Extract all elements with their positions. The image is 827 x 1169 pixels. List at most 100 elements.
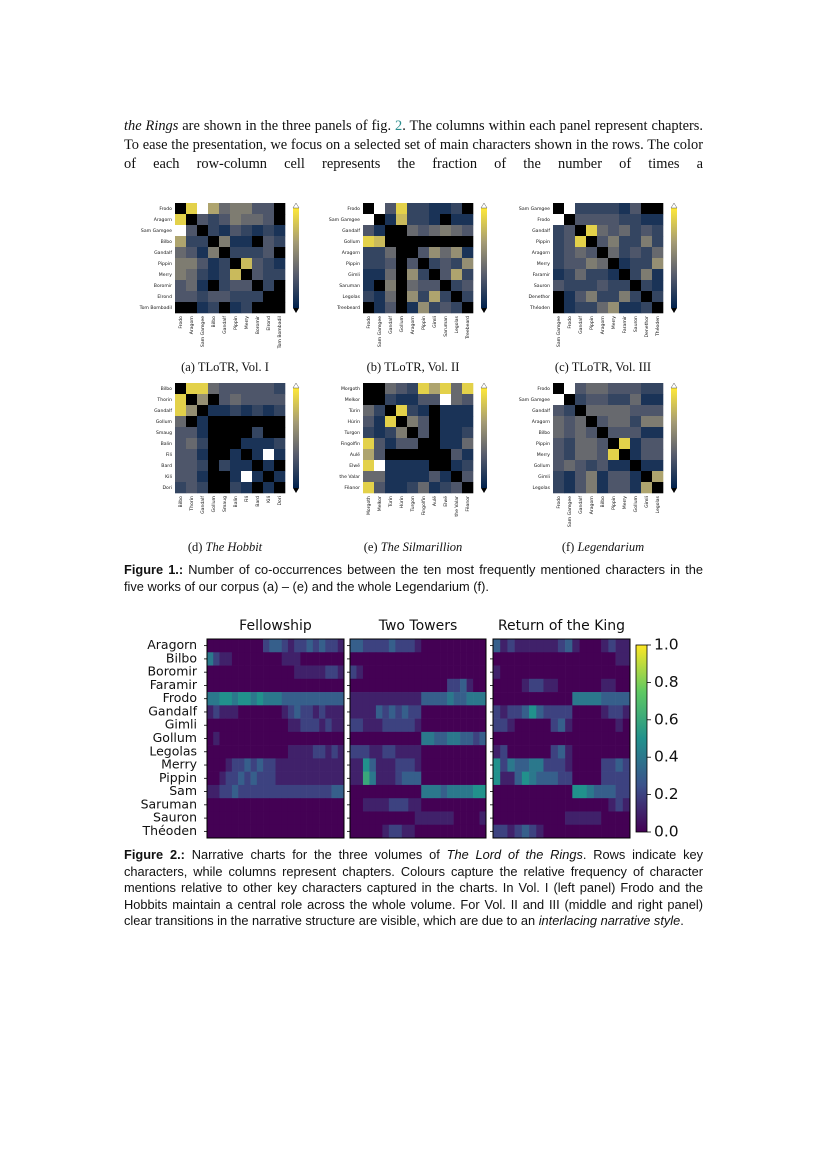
heatmap-cell bbox=[238, 652, 245, 666]
heatmap-cell bbox=[356, 771, 364, 786]
heatmap-cell bbox=[274, 460, 286, 472]
heatmap-cell bbox=[197, 291, 209, 303]
heatmap-cell bbox=[388, 652, 396, 666]
heatmap-cell bbox=[395, 758, 403, 772]
heatmap-cell bbox=[331, 745, 339, 759]
heatmap-cell bbox=[252, 203, 264, 215]
heatmap-cell bbox=[337, 665, 345, 680]
heatmap-cell bbox=[325, 705, 332, 719]
heatmap-cell bbox=[565, 824, 573, 839]
heatmap-cell bbox=[543, 784, 551, 799]
heatmap-cell bbox=[514, 665, 523, 680]
heatmap-cell bbox=[586, 665, 595, 680]
heatmap-cell bbox=[652, 394, 664, 406]
heatmap-cell bbox=[287, 652, 295, 666]
heatmap-cell bbox=[466, 731, 474, 746]
heatmap-cell bbox=[369, 811, 377, 826]
heatmap-cell bbox=[231, 678, 239, 693]
heatmap-cell bbox=[395, 678, 403, 693]
heatmap-cell bbox=[479, 758, 487, 772]
heatmap-cell bbox=[252, 225, 264, 237]
heatmap-cell bbox=[252, 449, 264, 461]
heatmap-cell bbox=[325, 811, 332, 826]
heatmap-cell bbox=[356, 718, 364, 733]
heatmap-cell bbox=[575, 258, 587, 270]
figure-reference[interactable]: 2 bbox=[395, 118, 403, 134]
heatmap-cell bbox=[641, 302, 653, 314]
heatmap-cell bbox=[374, 394, 386, 406]
heatmap-cell bbox=[418, 203, 430, 215]
heatmap-cell bbox=[331, 784, 339, 799]
heatmap-cell bbox=[208, 394, 220, 406]
heatmap-cell bbox=[641, 291, 653, 303]
heatmap-cell bbox=[429, 383, 441, 395]
heatmap-cell bbox=[579, 758, 588, 772]
heatmap-cell bbox=[197, 416, 209, 428]
heatmap-cell bbox=[473, 771, 480, 786]
colorbar-extend bbox=[671, 488, 677, 493]
heatmap-cell bbox=[244, 652, 251, 666]
heatmap-cell bbox=[213, 718, 220, 733]
heatmap-cell bbox=[608, 678, 616, 693]
heatmap-cell bbox=[363, 427, 375, 439]
heatmap-cell bbox=[252, 269, 264, 281]
heatmap-cell bbox=[440, 798, 448, 812]
heatmap-cell bbox=[219, 665, 226, 680]
heatmap-cell bbox=[466, 758, 474, 772]
heatmap-cell bbox=[493, 798, 501, 812]
heatmap-cell bbox=[306, 678, 314, 693]
heatmap-cell bbox=[230, 405, 242, 417]
heatmap-cell bbox=[572, 798, 580, 812]
heatmap-cell bbox=[550, 771, 559, 786]
heatmap-cell bbox=[208, 471, 220, 483]
heatmap-cell bbox=[550, 824, 559, 839]
heatmap-cell bbox=[565, 639, 573, 653]
heatmap-cell bbox=[300, 639, 307, 653]
heatmap-cell bbox=[213, 705, 220, 719]
heatmap-cell bbox=[350, 705, 357, 719]
heatmap-cell bbox=[274, 394, 286, 406]
heatmap-cell bbox=[493, 731, 501, 746]
heatmap-cell bbox=[408, 692, 416, 706]
heatmap-cell bbox=[434, 811, 441, 826]
row-label: Frodo bbox=[163, 690, 197, 705]
heatmap-cell bbox=[186, 247, 198, 259]
figure-1-caption: Figure 1.: Number of co-occurrences betw… bbox=[124, 562, 703, 595]
heatmap-cell bbox=[500, 639, 508, 653]
heatmap-cell bbox=[263, 692, 270, 706]
heatmap-cell bbox=[241, 482, 253, 494]
heatmap-cell bbox=[225, 731, 233, 746]
heatmap-cell bbox=[319, 784, 326, 799]
heatmap-cell bbox=[451, 482, 463, 494]
heatmap-cell bbox=[521, 665, 530, 680]
caption-text: Narrative charts for the three volumes o… bbox=[191, 847, 447, 862]
heatmap-cell bbox=[186, 383, 198, 395]
heatmap-cell bbox=[451, 214, 463, 226]
column-label: Sam Gamgee bbox=[377, 316, 383, 347]
heatmap-cell bbox=[250, 678, 258, 693]
row-label: Gimli bbox=[165, 717, 197, 732]
heatmap-cell bbox=[287, 758, 295, 772]
heatmap-cell bbox=[608, 745, 616, 759]
heatmap-cell bbox=[493, 745, 501, 759]
heatmap-cell bbox=[337, 824, 345, 839]
heatmap-cell bbox=[608, 718, 616, 733]
row-label: Faramir bbox=[150, 677, 198, 692]
heatmap-cell bbox=[238, 784, 245, 799]
heatmap-cell bbox=[462, 383, 474, 395]
heatmap-cell bbox=[615, 652, 624, 666]
heatmap-cell bbox=[622, 705, 631, 719]
heatmap-cell bbox=[281, 731, 289, 746]
heatmap-cell bbox=[375, 705, 383, 719]
heatmap-cell bbox=[427, 784, 435, 799]
heatmap-cell bbox=[608, 438, 620, 450]
heatmap-cell bbox=[375, 718, 383, 733]
heatmap-cell bbox=[652, 236, 664, 248]
heatmap-cell bbox=[263, 280, 275, 292]
heatmap-cell bbox=[579, 731, 588, 746]
heatmap-cell bbox=[608, 705, 616, 719]
column-label: Smaug bbox=[222, 496, 228, 512]
heatmap-cell bbox=[619, 247, 631, 259]
panel-title: The Hobbit bbox=[206, 540, 263, 554]
heatmap-cell bbox=[207, 678, 214, 693]
